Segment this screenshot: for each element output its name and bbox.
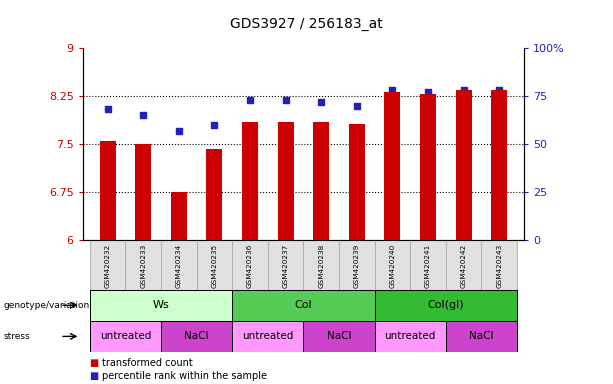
Text: untreated: untreated bbox=[242, 331, 294, 341]
Point bbox=[281, 97, 291, 103]
Bar bbox=[303, 321, 375, 352]
Text: ■: ■ bbox=[89, 371, 98, 381]
Bar bbox=[446, 321, 517, 352]
Bar bbox=[90, 240, 126, 290]
Text: genotype/variation: genotype/variation bbox=[3, 301, 89, 310]
Point bbox=[316, 99, 326, 105]
Text: GSM420233: GSM420233 bbox=[140, 244, 147, 288]
Point bbox=[387, 87, 397, 93]
Bar bbox=[303, 240, 339, 290]
Bar bbox=[455, 89, 471, 240]
Bar bbox=[126, 240, 161, 290]
Text: GSM420241: GSM420241 bbox=[425, 244, 431, 288]
Text: GSM420243: GSM420243 bbox=[496, 244, 502, 288]
Bar bbox=[197, 240, 232, 290]
Bar bbox=[161, 321, 232, 352]
Point bbox=[494, 87, 504, 93]
Text: GSM420239: GSM420239 bbox=[354, 244, 360, 288]
Text: GDS3927 / 256183_at: GDS3927 / 256183_at bbox=[230, 17, 383, 31]
Text: GSM420232: GSM420232 bbox=[105, 244, 111, 288]
Bar bbox=[90, 290, 232, 321]
Bar bbox=[232, 290, 375, 321]
Point bbox=[352, 103, 362, 109]
Text: Col(gl): Col(gl) bbox=[427, 300, 464, 310]
Text: transformed count: transformed count bbox=[102, 358, 193, 368]
Text: Col: Col bbox=[295, 300, 312, 310]
Bar bbox=[375, 290, 517, 321]
Bar bbox=[100, 141, 116, 240]
Text: GSM420238: GSM420238 bbox=[318, 244, 324, 288]
Point bbox=[423, 89, 433, 95]
Bar bbox=[384, 91, 400, 240]
Text: GSM420240: GSM420240 bbox=[389, 244, 395, 288]
Bar bbox=[339, 240, 375, 290]
Text: NaCl: NaCl bbox=[327, 331, 351, 341]
Point bbox=[459, 87, 468, 93]
Bar bbox=[349, 124, 365, 240]
Bar bbox=[161, 240, 197, 290]
Text: untreated: untreated bbox=[384, 331, 436, 341]
Text: GSM420237: GSM420237 bbox=[283, 244, 289, 288]
Text: GSM420242: GSM420242 bbox=[460, 244, 466, 288]
Bar bbox=[207, 149, 223, 240]
Bar bbox=[491, 89, 507, 240]
Text: stress: stress bbox=[3, 332, 29, 341]
Text: NaCl: NaCl bbox=[469, 331, 493, 341]
Point bbox=[245, 97, 255, 103]
Text: percentile rank within the sample: percentile rank within the sample bbox=[102, 371, 267, 381]
Text: GSM420236: GSM420236 bbox=[247, 244, 253, 288]
Bar bbox=[313, 122, 329, 240]
Bar bbox=[242, 122, 258, 240]
Bar bbox=[420, 94, 436, 240]
Bar bbox=[232, 240, 268, 290]
Bar bbox=[268, 240, 303, 290]
Bar bbox=[446, 240, 481, 290]
Bar bbox=[90, 321, 161, 352]
Bar bbox=[375, 240, 410, 290]
Text: NaCl: NaCl bbox=[185, 331, 209, 341]
Bar bbox=[171, 192, 187, 240]
Bar bbox=[375, 321, 446, 352]
Text: GSM420235: GSM420235 bbox=[211, 244, 218, 288]
Point bbox=[103, 106, 113, 113]
Point bbox=[139, 112, 148, 118]
Text: GSM420234: GSM420234 bbox=[176, 244, 182, 288]
Point bbox=[174, 127, 184, 134]
Text: Ws: Ws bbox=[153, 300, 169, 310]
Bar bbox=[410, 240, 446, 290]
Bar bbox=[232, 321, 303, 352]
Bar bbox=[135, 144, 151, 240]
Text: untreated: untreated bbox=[100, 331, 151, 341]
Bar bbox=[481, 240, 517, 290]
Bar bbox=[278, 122, 294, 240]
Point bbox=[210, 122, 219, 128]
Text: ■: ■ bbox=[89, 358, 98, 368]
